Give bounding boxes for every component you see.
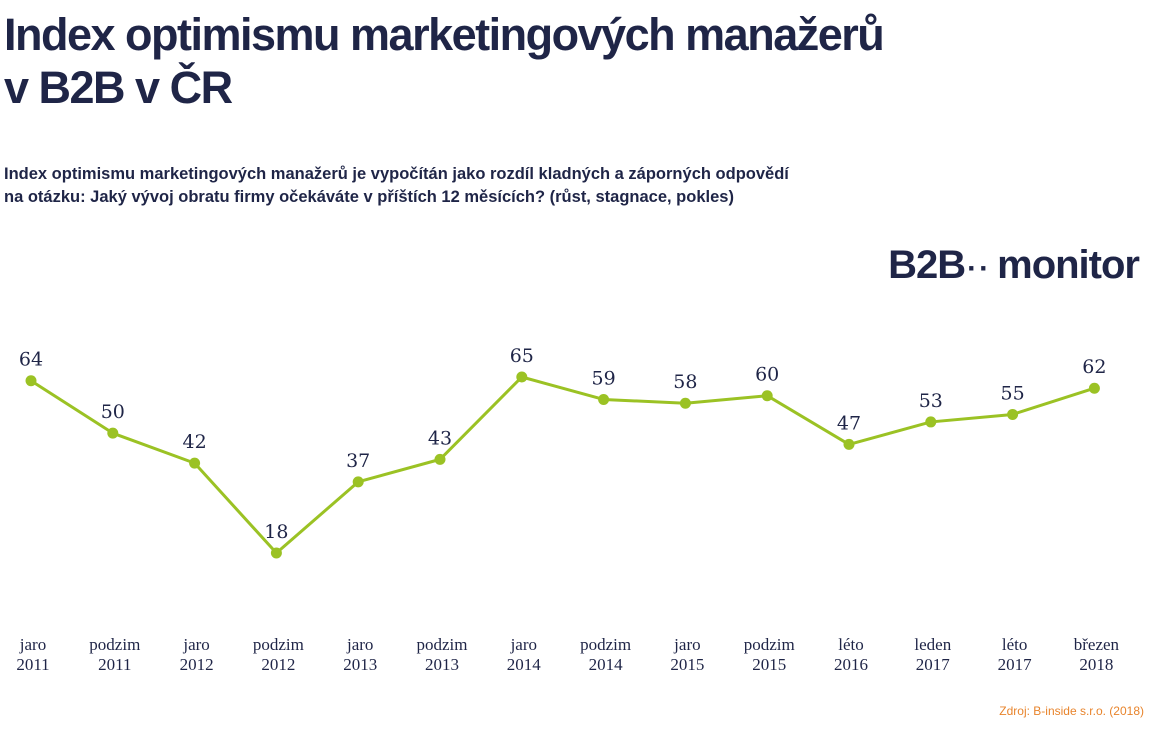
x-tick-label-year: 2013 (425, 655, 459, 674)
chart-title-line-2: v B2B v ČR (4, 62, 233, 113)
chart-subtitle-line-2: na otázku: Jaký vývoj obratu firmy očeká… (4, 188, 734, 206)
data-label: 62 (1082, 356, 1106, 378)
x-tick-label-year: 2015 (670, 655, 704, 674)
x-tick-label-year: 2015 (752, 655, 786, 674)
x-tick-label-season: podzim (417, 635, 468, 654)
data-label: 53 (919, 390, 943, 412)
data-label: 58 (673, 371, 697, 393)
data-point (1088, 382, 1100, 394)
data-point (189, 457, 201, 469)
x-tick-label-year: 2017 (998, 655, 1033, 674)
x-tick-label-year: 2014 (589, 655, 624, 674)
data-label: 18 (264, 521, 288, 543)
x-tick-label-year: 2017 (916, 655, 951, 674)
x-tick-label-season: jaro (510, 635, 537, 654)
data-label: 59 (592, 367, 616, 389)
data-label: 43 (428, 427, 452, 449)
data-point (843, 438, 855, 450)
data-point (598, 393, 610, 405)
x-tick-label-year: 2012 (261, 655, 295, 674)
x-tick-label-season: podzim (253, 635, 304, 654)
data-point (352, 476, 364, 488)
data-point (516, 371, 528, 383)
logo-monitor: monitor (997, 243, 1140, 287)
x-tick-label-season: podzim (89, 635, 140, 654)
chart-title-line-1: Index optimismu marketingových manažerů (4, 9, 885, 60)
x-tick-label-year: 2014 (507, 655, 542, 674)
x-tick-label-year: 2013 (343, 655, 377, 674)
x-tick-label-season: podzim (744, 635, 795, 654)
logo-b2b: B2B (888, 243, 966, 287)
data-label: 47 (837, 412, 861, 434)
data-point (434, 453, 446, 465)
x-tick-label-season: léto (1002, 635, 1028, 654)
x-tick-label-year: 2018 (1079, 655, 1113, 674)
x-tick-label-season: podzim (580, 635, 631, 654)
data-label: 37 (346, 450, 370, 472)
data-point (925, 416, 937, 428)
data-point (761, 390, 773, 402)
x-tick-label-season: leden (914, 635, 951, 654)
data-label: 60 (755, 364, 779, 386)
chart-title: Index optimismu marketingových manažerů … (4, 8, 885, 114)
data-point (270, 547, 282, 559)
data-point (1007, 408, 1019, 420)
x-tick-label-season: jaro (182, 635, 209, 654)
x-tick-label-season: léto (838, 635, 864, 654)
data-label: 50 (101, 401, 125, 423)
x-tick-label-season: jaro (346, 635, 373, 654)
data-point (25, 375, 37, 387)
x-tick-label-year: 2012 (180, 655, 214, 674)
data-label: 65 (510, 345, 534, 367)
data-label: 64 (19, 349, 43, 371)
data-label: 42 (183, 431, 207, 453)
series-line (29, 375, 1096, 555)
logo-dots: ·· (967, 252, 992, 285)
data-point (107, 427, 119, 439)
b2b-monitor-logo: B2B·· monitor (888, 240, 1140, 294)
chart-subtitle-line-1: Index optimismu marketingových manažerů … (4, 165, 789, 183)
data-label: 55 (1001, 382, 1025, 404)
x-tick-label-season: jaro (673, 635, 700, 654)
x-tick-label-season: březen (1074, 635, 1120, 654)
x-tick-label-year: 2016 (834, 655, 868, 674)
x-tick-label-year: 2011 (98, 655, 131, 674)
x-tick-label-year: 2011 (16, 655, 49, 674)
chart-subtitle: Index optimismu marketingových manažerů … (4, 163, 789, 209)
source-note: Zdroj: B-inside s.r.o. (2018) (999, 704, 1144, 718)
x-tick-label-season: jaro (19, 635, 46, 654)
data-point (679, 397, 691, 409)
